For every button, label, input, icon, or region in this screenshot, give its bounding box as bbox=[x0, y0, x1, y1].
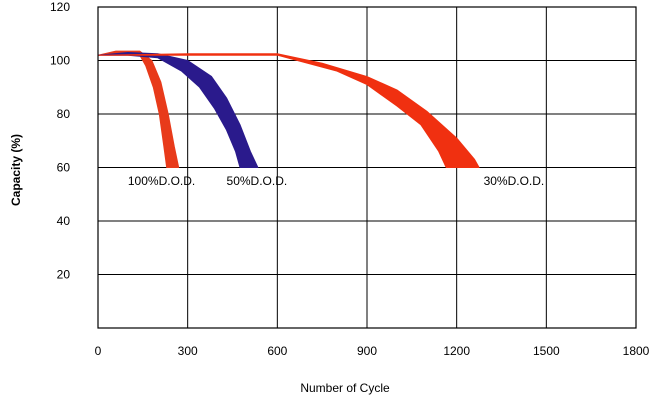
x-tick-label: 1800 bbox=[623, 344, 650, 358]
x-tick-label: 1500 bbox=[533, 344, 560, 358]
y-tick-label: 60 bbox=[57, 161, 71, 175]
series-annotation: 30%D.O.D. bbox=[484, 174, 545, 188]
x-tick-label: 300 bbox=[178, 344, 198, 358]
series-annotation: 100%D.O.D. bbox=[128, 174, 195, 188]
x-axis-title: Number of Cycle bbox=[300, 381, 390, 395]
y-tick-label: 120 bbox=[50, 0, 70, 14]
x-tick-label: 600 bbox=[267, 344, 287, 358]
series-band-1 bbox=[97, 50, 180, 168]
y-tick-label: 80 bbox=[57, 107, 71, 121]
frame-layer bbox=[97, 6, 637, 329]
annot-layer: 100%D.O.D. 50%D.O.D. 30%D.O.D. bbox=[128, 174, 544, 188]
series-annotation: 50%D.O.D. bbox=[227, 174, 288, 188]
x-tick-label: 0 bbox=[95, 344, 102, 358]
y-tick-label: 100 bbox=[50, 54, 70, 68]
tick-layer: 0 300 600 900 1200 1500 1800 20 40 60 80 100 120 bbox=[50, 0, 650, 358]
series-band-2 bbox=[97, 52, 259, 168]
grid-layer bbox=[98, 7, 636, 328]
y-tick-label: 40 bbox=[57, 214, 71, 228]
y-axis-title: Capacity (%) bbox=[9, 134, 23, 206]
y-tick-label: 20 bbox=[57, 268, 71, 282]
series-layer bbox=[97, 50, 480, 168]
x-tick-label: 1200 bbox=[443, 344, 470, 358]
x-tick-label: 900 bbox=[357, 344, 377, 358]
plot-frame bbox=[97, 6, 637, 329]
series-band-3 bbox=[97, 53, 480, 168]
